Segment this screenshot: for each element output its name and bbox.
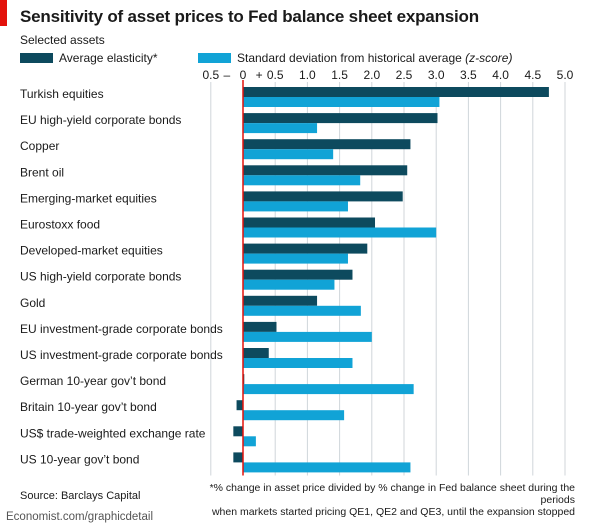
- legend-entry-elasticity: Average elasticity*: [20, 51, 158, 65]
- category-label-6: Developed-market equities: [20, 244, 163, 258]
- bar-elasticity-7: [243, 269, 353, 280]
- category-label-11: German 10-year gov’t bond: [20, 374, 166, 388]
- bar-elasticity-10: [243, 348, 269, 358]
- x-tick-label-6: 2.5: [396, 68, 413, 82]
- x-tick-label-8: 3.5: [460, 68, 477, 82]
- legend-swatch-elasticity: [20, 53, 53, 63]
- legend-label-elasticity: Average elasticity*: [59, 51, 158, 65]
- x-tick-label-4: 1.5: [331, 68, 348, 82]
- legend-entry-zscore: Standard deviation from historical avera…: [198, 51, 512, 65]
- bar-elasticity-8: [243, 295, 318, 306]
- bar-zscore-6: [243, 253, 348, 264]
- category-label-9: EU investment-grade corporate bonds: [20, 322, 223, 336]
- bar-zscore-5: [243, 227, 437, 238]
- category-label-3: Brent oil: [20, 165, 64, 179]
- bar-elasticity-14: [233, 452, 243, 463]
- x-tick-label-7: 3.0: [428, 68, 445, 82]
- bar-elasticity-0: [243, 87, 549, 97]
- category-label-4: Emerging-market equities: [20, 191, 157, 205]
- category-label-12: Britain 10-year gov’t bond: [20, 400, 157, 414]
- bar-zscore-9: [243, 331, 372, 342]
- category-label-14: US 10-year gov’t bond: [20, 452, 139, 466]
- footnote: *% change in asset price divided by % ch…: [200, 482, 575, 518]
- bar-zscore-13: [243, 436, 256, 447]
- x-tick-label-2: 0.5: [267, 68, 284, 82]
- chart-subtitle: Selected assets: [20, 33, 105, 47]
- x-axis-plus-sign: +: [256, 68, 263, 82]
- source-note: Source: Barclays Capital: [20, 490, 141, 502]
- bar-elasticity-12: [236, 400, 243, 411]
- bar-elasticity-9: [243, 321, 277, 332]
- bar-zscore-3: [243, 175, 361, 186]
- bar-zscore-4: [243, 201, 348, 212]
- bar-elasticity-4: [243, 191, 403, 202]
- footnote-line-1: *% change in asset price divided by % ch…: [209, 482, 575, 506]
- x-tick-label-5: 2.0: [363, 68, 380, 82]
- bar-elasticity-5: [243, 217, 376, 228]
- category-label-5: Eurostoxx food: [20, 218, 100, 232]
- brand-red-tab: [0, 0, 7, 26]
- bar-elasticity-6: [243, 243, 368, 254]
- legend-label-zscore: Standard deviation from historical avera…: [237, 51, 462, 65]
- category-label-8: Gold: [20, 296, 45, 310]
- x-tick-label-9: 4.0: [492, 68, 509, 82]
- category-label-2: Copper: [20, 139, 59, 153]
- bar-zscore-12: [243, 410, 345, 421]
- x-tick-label-11: 5.0: [557, 68, 574, 82]
- x-tick-label-0: 0.5: [202, 68, 219, 82]
- bar-zscore-14: [243, 462, 411, 473]
- legend-swatch-zscore: [198, 53, 231, 63]
- credit-link[interactable]: Economist.com/graphicdetail: [6, 511, 154, 523]
- category-label-10: US investment-grade corporate bonds: [20, 348, 223, 362]
- x-tick-label-1: 0: [240, 68, 247, 82]
- bar-zscore-10: [243, 358, 353, 368]
- bar-elasticity-3: [243, 165, 408, 176]
- category-label-0: Turkish equities: [20, 87, 104, 101]
- bar-zscore-7: [243, 279, 335, 290]
- bar-zscore-11: [243, 384, 414, 395]
- category-label-13: US$ trade-weighted exchange rate: [20, 426, 206, 440]
- x-tick-label-3: 1.0: [299, 68, 316, 82]
- bar-elasticity-13: [233, 426, 243, 437]
- x-tick-label-10: 4.5: [524, 68, 541, 82]
- chart-title: Sensitivity of asset prices to Fed balan…: [20, 7, 479, 26]
- category-label-7: US high-yield corporate bonds: [20, 270, 181, 284]
- footnote-line-2: when markets started pricing QE1, QE2 an…: [211, 506, 575, 518]
- bar-zscore-0: [243, 97, 440, 107]
- bar-zscore-1: [243, 123, 318, 134]
- legend-label-zscore-paren: (z-score): [465, 51, 513, 65]
- bar-zscore-2: [243, 149, 334, 160]
- bar-zscore-8: [243, 305, 361, 316]
- bar-elasticity-2: [243, 139, 411, 150]
- category-label-1: EU high-yield corporate bonds: [20, 113, 181, 127]
- x-axis-minus-sign: –: [224, 68, 231, 82]
- bar-elasticity-1: [243, 113, 438, 124]
